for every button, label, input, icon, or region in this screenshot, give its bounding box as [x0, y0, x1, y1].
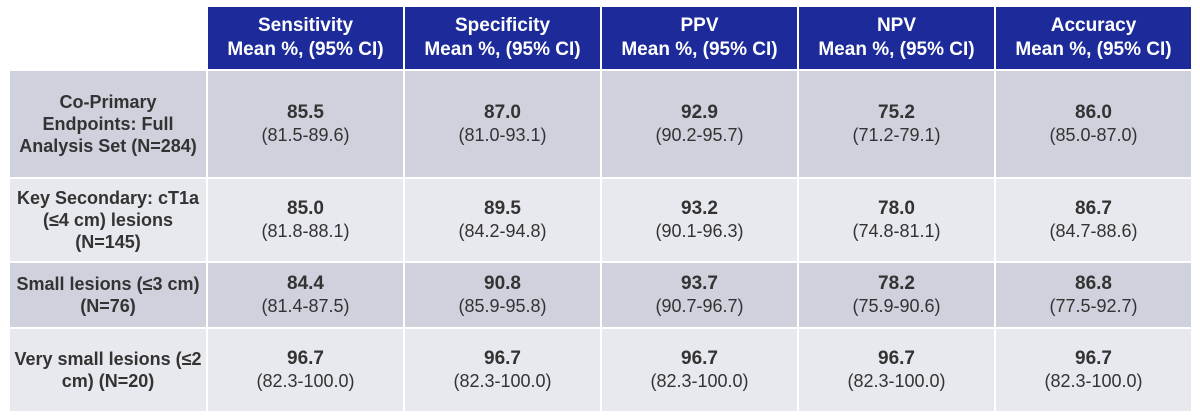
results-table-container: Sensitivity Mean %, (95% CI) Specificity…	[8, 5, 1193, 413]
confidence-interval: (82.3-100.0)	[1044, 371, 1143, 391]
column-header-sensitivity: Sensitivity Mean %, (95% CI)	[206, 5, 405, 71]
table-cell: 90.8 (85.9-95.8)	[403, 261, 602, 329]
column-header-npv: NPV Mean %, (95% CI)	[797, 5, 996, 71]
confidence-interval: (90.7-96.7)	[655, 296, 744, 316]
header-row: Sensitivity Mean %, (95% CI) Specificity…	[8, 5, 1193, 71]
confidence-interval: (82.3-100.0)	[847, 371, 946, 391]
mean-value: 96.7	[681, 348, 718, 369]
table-cell: 75.2 (71.2-79.1)	[797, 69, 996, 179]
confidence-interval: (82.3-100.0)	[256, 371, 355, 391]
table-cell: 86.0 (85.0-87.0)	[994, 69, 1193, 179]
mean-value: 87.0	[484, 102, 521, 123]
mean-value: 78.0	[878, 198, 915, 219]
confidence-interval: (90.2-95.7)	[655, 125, 744, 145]
row-label: Key Secondary: cT1a (≤4 cm) lesions (N=1…	[8, 177, 208, 263]
mean-value: 90.8	[484, 273, 521, 294]
confidence-interval: (81.4-87.5)	[261, 296, 350, 316]
confidence-interval: (85.0-87.0)	[1049, 125, 1138, 145]
confidence-interval: (90.1-96.3)	[655, 221, 744, 241]
column-header-accuracy: Accuracy Mean %, (95% CI)	[994, 5, 1193, 71]
table-cell: 96.7 (82.3-100.0)	[403, 327, 602, 413]
table-row-ct1a-lesions: Key Secondary: cT1a (≤4 cm) lesions (N=1…	[8, 177, 1193, 263]
table-row-very-small-lesions: Very small lesions (≤2 cm) (N=20) 96.7 (8…	[8, 327, 1193, 413]
mean-value: 84.4	[287, 273, 324, 294]
confidence-interval: (81.5-89.6)	[261, 125, 350, 145]
mean-value: 93.2	[681, 198, 718, 219]
mean-value: 96.7	[484, 348, 521, 369]
column-subtitle: Mean %, (95% CI)	[1015, 39, 1172, 60]
column-subtitle: Mean %, (95% CI)	[818, 39, 975, 60]
results-table: Sensitivity Mean %, (95% CI) Specificity…	[8, 5, 1193, 413]
mean-value: 96.7	[1075, 348, 1112, 369]
table-cell: 86.8 (77.5-92.7)	[994, 261, 1193, 329]
table-cell: 78.0 (74.8-81.1)	[797, 177, 996, 263]
mean-value: 86.8	[1075, 273, 1112, 294]
mean-value: 78.2	[878, 273, 915, 294]
confidence-interval: (82.3-100.0)	[650, 371, 749, 391]
mean-value: 86.7	[1075, 198, 1112, 219]
table-cell: 87.0 (81.0-93.1)	[403, 69, 602, 179]
table-cell: 96.7 (82.3-100.0)	[994, 327, 1193, 413]
mean-value: 89.5	[484, 198, 521, 219]
mean-value: 86.0	[1075, 102, 1112, 123]
column-subtitle: Mean %, (95% CI)	[621, 39, 778, 60]
table-cell: 93.2 (90.1-96.3)	[600, 177, 799, 263]
mean-value: 96.7	[878, 348, 915, 369]
mean-value: 93.7	[681, 273, 718, 294]
confidence-interval: (81.8-88.1)	[261, 221, 350, 241]
table-cell: 96.7 (82.3-100.0)	[600, 327, 799, 413]
column-name: PPV	[680, 15, 719, 36]
confidence-interval: (75.9-90.6)	[852, 296, 941, 316]
table-cell: 84.4 (81.4-87.5)	[206, 261, 405, 329]
table-cell: 92.9 (90.2-95.7)	[600, 69, 799, 179]
confidence-interval: (82.3-100.0)	[453, 371, 552, 391]
row-label: Small lesions (≤3 cm) (N=76)	[8, 261, 208, 329]
mean-value: 96.7	[287, 348, 324, 369]
confidence-interval: (74.8-81.1)	[852, 221, 941, 241]
column-name: Sensitivity	[257, 15, 354, 36]
table-cell: 85.0 (81.8-88.1)	[206, 177, 405, 263]
corner-cell	[8, 5, 208, 71]
column-name: NPV	[876, 15, 917, 36]
mean-value: 92.9	[681, 102, 718, 123]
table-cell: 96.7 (82.3-100.0)	[206, 327, 405, 413]
column-header-ppv: PPV Mean %, (95% CI)	[600, 5, 799, 71]
confidence-interval: (77.5-92.7)	[1049, 296, 1138, 316]
row-label: Very small lesions (≤2 cm) (N=20)	[8, 327, 208, 413]
column-subtitle: Mean %, (95% CI)	[424, 39, 581, 60]
column-name: Accuracy	[1050, 15, 1137, 36]
mean-value: 85.0	[287, 198, 324, 219]
table-cell: 85.5 (81.5-89.6)	[206, 69, 405, 179]
row-label: Co-Primary Endpoints: Full Analysis Set …	[8, 69, 208, 179]
confidence-interval: (85.9-95.8)	[458, 296, 547, 316]
confidence-interval: (71.2-79.1)	[852, 125, 941, 145]
column-header-specificity: Specificity Mean %, (95% CI)	[403, 5, 602, 71]
table-cell: 89.5 (84.2-94.8)	[403, 177, 602, 263]
table-cell: 86.7 (84.7-88.6)	[994, 177, 1193, 263]
mean-value: 75.2	[878, 102, 915, 123]
column-subtitle: Mean %, (95% CI)	[227, 39, 384, 60]
column-name: Specificity	[454, 15, 551, 36]
table-row-small-lesions: Small lesions (≤3 cm) (N=76) 84.4 (81.4-8…	[8, 261, 1193, 329]
confidence-interval: (84.2-94.8)	[458, 221, 547, 241]
table-cell: 93.7 (90.7-96.7)	[600, 261, 799, 329]
confidence-interval: (81.0-93.1)	[458, 125, 547, 145]
confidence-interval: (84.7-88.6)	[1049, 221, 1138, 241]
mean-value: 85.5	[287, 102, 324, 123]
table-cell: 96.7 (82.3-100.0)	[797, 327, 996, 413]
table-cell: 78.2 (75.9-90.6)	[797, 261, 996, 329]
table-row-full-analysis-set: Co-Primary Endpoints: Full Analysis Set …	[8, 69, 1193, 179]
